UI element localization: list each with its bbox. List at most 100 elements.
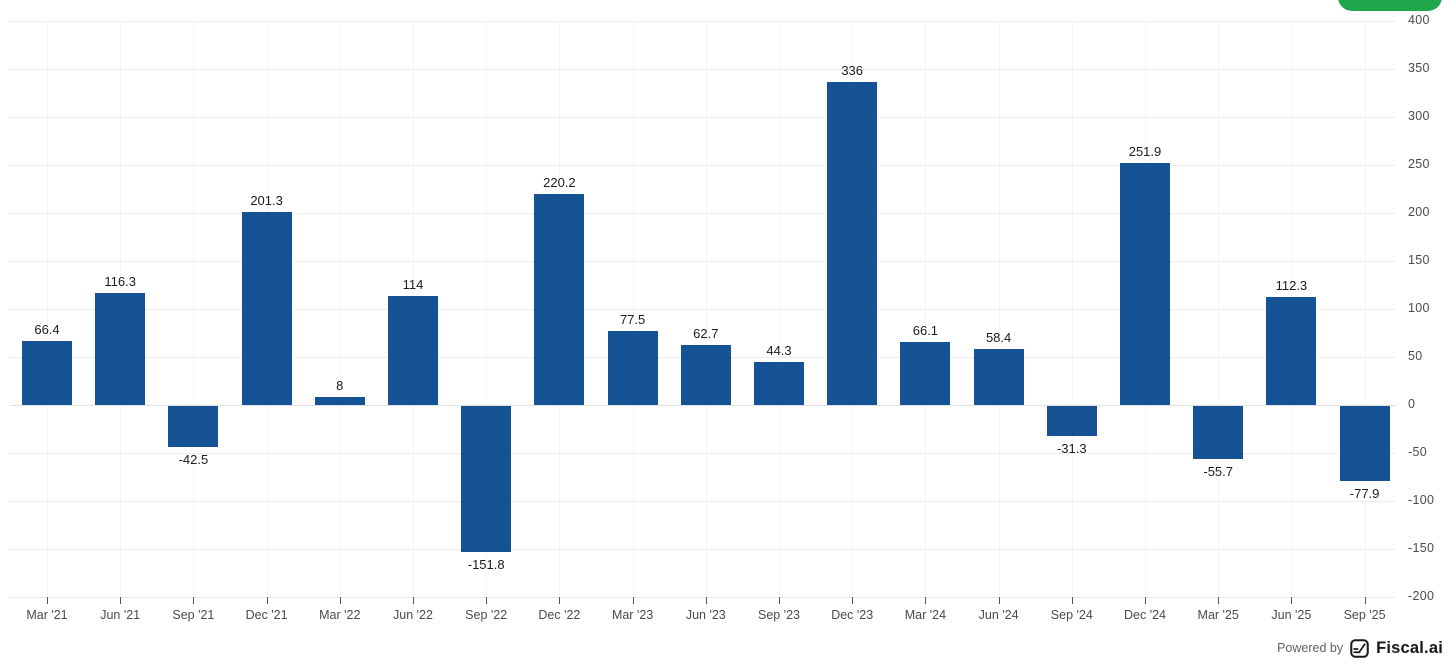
x-axis-label: Jun '22 — [393, 608, 433, 622]
bar-jun-25[interactable] — [1266, 297, 1317, 405]
x-axis-label: Jun '25 — [1271, 608, 1312, 622]
gridline-y-100 — [10, 309, 1396, 310]
y-axis-label: 200 — [1408, 205, 1430, 219]
x-tick — [1145, 597, 1146, 604]
x-axis-label: Mar '23 — [611, 608, 654, 622]
gridline-y--100 — [10, 501, 1396, 502]
powered-by-footer: Powered by Fiscal.ai — [1277, 636, 1443, 660]
bar-mar-21[interactable] — [22, 341, 72, 405]
value-label: 116.3 — [104, 274, 136, 290]
x-tick — [47, 597, 48, 604]
bar-jun-23[interactable] — [680, 344, 731, 405]
cta-button[interactable] — [1338, 0, 1442, 11]
x-tick — [998, 597, 1000, 604]
brand-name[interactable]: Fiscal.ai — [1376, 638, 1443, 657]
bar-jun-22[interactable] — [388, 295, 438, 405]
bar-dec-23[interactable] — [827, 82, 878, 405]
x-tick — [559, 597, 561, 604]
bar-mar-22[interactable] — [314, 397, 365, 405]
x-tick — [339, 597, 341, 604]
x-axis-label: Sep '24 — [1050, 608, 1093, 622]
y-axis-label: -150 — [1408, 541, 1435, 555]
value-label: -31.3 — [1056, 441, 1087, 457]
gridline-y-250 — [10, 165, 1396, 166]
value-label: 336 — [841, 63, 864, 79]
x-tick — [852, 597, 854, 604]
x-tick — [632, 597, 634, 604]
y-axis-label: 350 — [1408, 61, 1430, 75]
y-axis-label: -100 — [1408, 493, 1435, 507]
x-axis-label: Sep '25 — [1343, 608, 1386, 622]
bar-mar-23[interactable] — [607, 330, 658, 405]
x-tick — [1291, 597, 1293, 604]
bar-mar-25[interactable] — [1193, 406, 1244, 460]
x-axis-label: Jun '23 — [685, 608, 726, 622]
x-tick — [925, 597, 927, 604]
gridline-y-200 — [10, 213, 1396, 214]
value-label: 62.7 — [693, 325, 719, 341]
value-label: 251.9 — [1128, 144, 1162, 160]
x-axis-label: Sep '23 — [757, 608, 800, 622]
x-axis-label: Dec '23 — [831, 608, 874, 622]
x-axis-label: Jun '24 — [978, 608, 1019, 622]
x-axis-label: Mar '24 — [904, 608, 947, 622]
x-axis-label: Dec '21 — [245, 608, 288, 622]
x-tick — [1364, 597, 1366, 604]
bar-dec-22[interactable] — [534, 193, 585, 405]
bar-mar-24[interactable] — [900, 341, 951, 405]
value-label: 112.3 — [1275, 278, 1308, 294]
x-tick — [1071, 597, 1073, 604]
bar-dec-24[interactable] — [1120, 163, 1170, 405]
x-axis-label: Sep '21 — [172, 608, 215, 622]
x-axis-label: Mar '21 — [26, 608, 68, 622]
x-tick — [486, 597, 488, 604]
x-axis-label: Mar '22 — [319, 608, 361, 622]
y-axis-label: 50 — [1408, 349, 1423, 363]
bar-jun-24[interactable] — [973, 348, 1024, 405]
value-label: 66.1 — [912, 322, 939, 338]
gridline-y-350 — [10, 69, 1396, 70]
bar-sep-23[interactable] — [754, 362, 804, 405]
value-label: 66.4 — [34, 322, 60, 338]
bar-sep-25[interactable] — [1339, 406, 1390, 481]
y-axis-label: 150 — [1408, 253, 1430, 267]
gridline-y--200 — [10, 597, 1396, 598]
y-axis-label: -200 — [1408, 589, 1435, 603]
bar-dec-21[interactable] — [241, 211, 292, 405]
x-axis-label: Sep '22 — [465, 608, 508, 622]
y-axis-label: 400 — [1408, 13, 1430, 27]
value-label: 114 — [402, 276, 424, 292]
x-axis-label: Jun '21 — [100, 608, 141, 622]
gridline-y--150 — [10, 549, 1396, 550]
x-tick — [1218, 597, 1220, 604]
x-tick — [120, 597, 122, 604]
value-label: 201.3 — [250, 192, 283, 208]
gridline-y-300 — [10, 117, 1396, 118]
x-tick — [779, 597, 780, 604]
value-label: 8 — [336, 378, 344, 394]
value-label: -42.5 — [178, 451, 209, 467]
bar-jun-21[interactable] — [95, 293, 146, 405]
y-axis-label: 300 — [1408, 109, 1430, 123]
value-label: 44.3 — [766, 343, 792, 359]
gridline-y-150 — [10, 261, 1396, 262]
x-axis-label: Dec '24 — [1124, 608, 1166, 622]
x-tick — [266, 597, 268, 604]
powered-by-label: Powered by — [1277, 641, 1344, 655]
bar-sep-22[interactable] — [461, 406, 512, 552]
value-label: 58.4 — [985, 329, 1012, 345]
value-label: 220.2 — [543, 174, 576, 190]
fiscal-logo-icon — [1350, 638, 1369, 658]
gridline-y-400 — [10, 21, 1396, 22]
y-axis-label: 0 — [1408, 397, 1416, 411]
x-tick — [705, 597, 707, 604]
value-label: -77.9 — [1349, 485, 1380, 501]
bar-sep-24[interactable] — [1046, 406, 1097, 437]
bar-sep-21[interactable] — [168, 406, 219, 447]
value-label: -55.7 — [1203, 464, 1233, 480]
value-label: 77.5 — [619, 311, 646, 327]
x-tick — [193, 597, 195, 604]
y-axis-label: 100 — [1408, 301, 1430, 315]
